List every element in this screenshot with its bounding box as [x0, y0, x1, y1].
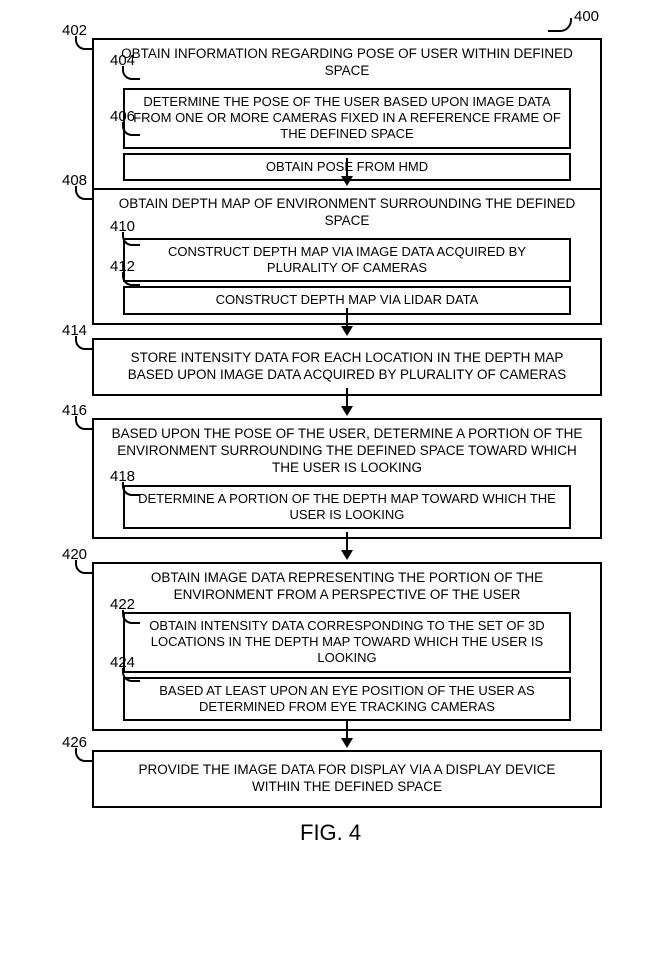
step-416-title: BASED UPON THE POSE OF THE USER, DETERMI… [104, 426, 590, 481]
arrow-402-408 [341, 158, 353, 186]
step-408-title: OBTAIN DEPTH MAP OF ENVIRONMENT SURROUND… [104, 196, 590, 234]
step-424: BASED AT LEAST UPON AN EYE POSITION OF T… [123, 677, 570, 722]
step-404: DETERMINE THE POSE OF THE USER BASED UPO… [123, 88, 570, 149]
ref-400-hook [548, 18, 572, 32]
arrow-414-416 [341, 388, 353, 416]
ref-402-hook [75, 36, 93, 50]
step-422: OBTAIN INTENSITY DATA CORRESPONDING TO T… [123, 612, 570, 673]
ref-408-hook [75, 186, 93, 200]
ref-426-hook [75, 748, 93, 762]
step-418: DETERMINE A PORTION OF THE DEPTH MAP TOW… [123, 485, 570, 530]
arrow-420-426 [341, 720, 353, 748]
step-426: PROVIDE THE IMAGE DATA FOR DISPLAY VIA A… [92, 750, 602, 808]
step-420: OBTAIN IMAGE DATA REPRESENTING THE PORTI… [92, 562, 602, 731]
ref-400: 400 [574, 8, 599, 25]
step-410: CONSTRUCT DEPTH MAP VIA IMAGE DATA ACQUI… [123, 238, 570, 283]
arrow-408-414 [341, 308, 353, 336]
ref-420-hook [75, 560, 93, 574]
step-416: BASED UPON THE POSE OF THE USER, DETERMI… [92, 418, 602, 539]
step-402-title: OBTAIN INFORMATION REGARDING POSE OF USE… [104, 46, 590, 84]
step-414-title: STORE INTENSITY DATA FOR EACH LOCATION I… [118, 350, 576, 384]
arrow-416-420 [341, 532, 353, 560]
figure-caption: FIG. 4 [300, 820, 361, 846]
ref-414-hook [75, 336, 93, 350]
ref-416-hook [75, 416, 93, 430]
step-420-title: OBTAIN IMAGE DATA REPRESENTING THE PORTI… [104, 570, 590, 608]
flowchart-canvas: 400 402 OBTAIN INFORMATION REGARDING POS… [0, 0, 655, 955]
step-426-title: PROVIDE THE IMAGE DATA FOR DISPLAY VIA A… [118, 762, 576, 796]
step-408: OBTAIN DEPTH MAP OF ENVIRONMENT SURROUND… [92, 188, 602, 325]
